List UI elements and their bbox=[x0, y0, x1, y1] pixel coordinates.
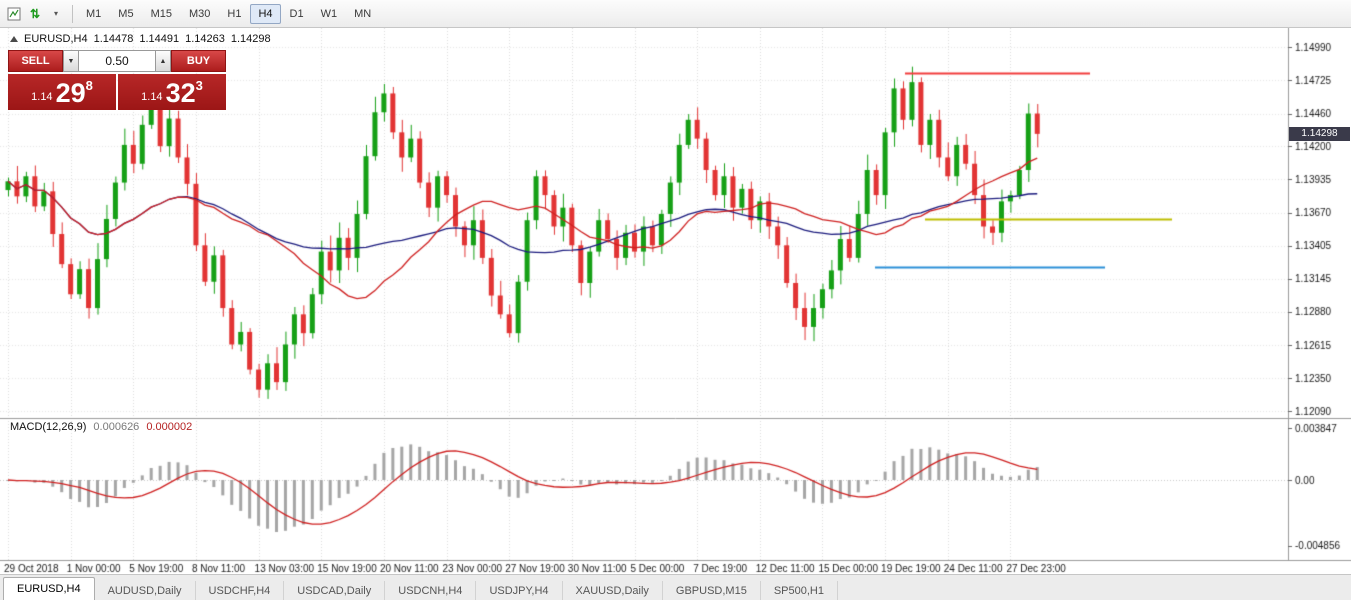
macd-signal-value: 0.000002 bbox=[146, 421, 193, 433]
price-chart-canvas[interactable] bbox=[0, 28, 1351, 574]
chart-window-glyph bbox=[7, 7, 21, 20]
lot-increase-button[interactable]: ▲ bbox=[155, 50, 171, 72]
trade-panel-top-row: SELL ▼ ▲ BUY bbox=[8, 50, 226, 72]
lot-size-input[interactable] bbox=[79, 50, 155, 72]
bid-price-display[interactable]: 1.14 29 8 bbox=[8, 74, 116, 110]
chart-tab-eurusd-h4[interactable]: EURUSD,H4 bbox=[3, 577, 95, 600]
ohlc-close: 1.14298 bbox=[230, 33, 271, 45]
current-price-tag: 1.14298 bbox=[1289, 127, 1350, 141]
timeframe-button-m30[interactable]: M30 bbox=[188, 7, 211, 20]
tick-arrows-icon[interactable]: ⇅ bbox=[25, 4, 45, 24]
timeframe-button-m5[interactable]: M5 bbox=[118, 7, 134, 20]
one-click-trade-panel: SELL ▼ ▲ BUY 1.14 29 8 1.14 32 3 bbox=[8, 50, 226, 110]
toolbar-separator bbox=[72, 4, 73, 23]
chart-tabs-bar: EURUSD,H4 AUDUSD,Daily USDCHF,H4 USDCAD,Dai… bbox=[0, 574, 1351, 600]
chart-tab-usdcad-daily[interactable]: USDCAD,Daily bbox=[284, 581, 386, 600]
timeframe-button-d1[interactable]: D1 bbox=[289, 7, 304, 20]
ask-pip-digit: 3 bbox=[195, 78, 203, 93]
chart-tab-usdjpy-h4[interactable]: USDJPY,H4 bbox=[476, 581, 563, 600]
chart-shift-marker-icon bbox=[10, 36, 18, 42]
dropdown-arrow-icon[interactable]: ▾ bbox=[46, 4, 66, 24]
chart-window-icon[interactable] bbox=[4, 4, 24, 24]
timeframe-button-w1[interactable]: W1 bbox=[320, 7, 338, 20]
timeframe-toolbar: M1 M5 M15 M30 H1 H4 D1 W1 MN bbox=[78, 3, 379, 24]
symbol-period-label: EURUSD,H4 bbox=[24, 33, 88, 45]
bid-pip-digit: 8 bbox=[85, 78, 93, 93]
chart-title: EURUSD,H4 1.14478 1.14491 1.14263 1.1429… bbox=[10, 33, 271, 45]
tick-arrows-glyph: ⇅ bbox=[29, 6, 41, 21]
timeframe-button-h4[interactable]: H4 bbox=[250, 3, 281, 24]
macd-indicator-label: MACD(12,26,9) 0.000626 0.000002 bbox=[10, 421, 192, 433]
bid-big-digits: 29 bbox=[55, 78, 86, 109]
caret-glyph: ▾ bbox=[53, 9, 58, 18]
lot-decrease-button[interactable]: ▼ bbox=[63, 50, 79, 72]
chart-tab-gbpusd-m15[interactable]: GBPUSD,M15 bbox=[663, 581, 761, 600]
ohlc-high: 1.14491 bbox=[139, 33, 180, 45]
chart-tab-usdchf-h4[interactable]: USDCHF,H4 bbox=[196, 581, 285, 600]
bid-prefix: 1.14 bbox=[31, 91, 53, 103]
ask-prefix: 1.14 bbox=[141, 91, 163, 103]
macd-name: MACD(12,26,9) bbox=[10, 421, 87, 433]
sell-button[interactable]: SELL bbox=[8, 50, 63, 72]
timeframe-button-m1[interactable]: M1 bbox=[86, 7, 102, 20]
timeframe-button-h1[interactable]: H1 bbox=[227, 7, 242, 20]
top-toolbar: ⇅ ▾ M1 M5 M15 M30 H1 H4 D1 W1 MN bbox=[0, 0, 1351, 28]
chart-tab-xauusd-daily[interactable]: XAUUSD,Daily bbox=[563, 581, 663, 600]
chart-tab-sp500-h1[interactable]: SP500,H1 bbox=[761, 581, 838, 600]
chart-tab-audusd-daily[interactable]: AUDUSD,Daily bbox=[95, 581, 196, 600]
ask-price-display[interactable]: 1.14 32 3 bbox=[118, 74, 226, 110]
ask-big-digits: 32 bbox=[165, 78, 196, 109]
timeframe-button-m15[interactable]: M15 bbox=[150, 7, 172, 20]
chart-tab-usdcnh-h4[interactable]: USDCNH,H4 bbox=[385, 581, 477, 600]
timeframe-button-mn[interactable]: MN bbox=[354, 7, 372, 20]
buy-button[interactable]: BUY bbox=[171, 50, 226, 72]
trade-panel-price-row: 1.14 29 8 1.14 32 3 bbox=[8, 74, 226, 110]
ohlc-open: 1.14478 bbox=[93, 33, 134, 45]
macd-main-value: 0.000626 bbox=[93, 421, 140, 433]
ohlc-low: 1.14263 bbox=[185, 33, 225, 45]
